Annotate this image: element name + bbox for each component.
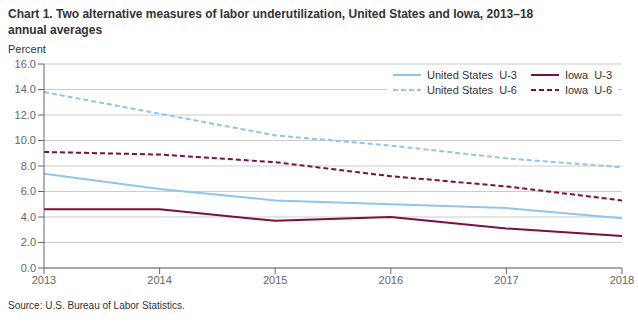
html-text:United States U-6: United States U-6 [427, 84, 517, 96]
svg-text:16.0: 16.0 [15, 58, 36, 70]
html-text:Chart 1. Two alternative measu: Chart 1. Two alternative measures of lab… [8, 7, 534, 21]
svg-text:6.0: 6.0 [21, 185, 36, 197]
svg-text:2015: 2015 [263, 274, 287, 286]
svg-text:10.0: 10.0 [15, 134, 36, 146]
svg-text:8.0: 8.0 [21, 160, 36, 172]
html-text:annual averages: annual averages [8, 23, 103, 37]
svg-text:12.0: 12.0 [15, 109, 36, 121]
html-text:Source: U.S. Bureau of Labor S: Source: U.S. Bureau of Labor Statistics. [8, 300, 185, 311]
svg-text:2.0: 2.0 [21, 236, 36, 248]
svg-text:2013: 2013 [32, 274, 56, 286]
html-text:United States U-3: United States U-3 [427, 69, 517, 81]
html-text:Percent: Percent [8, 43, 46, 55]
svg-text:2016: 2016 [379, 274, 403, 286]
html-text:Iowa U-3: Iowa U-3 [564, 69, 612, 81]
svg-text:4.0: 4.0 [21, 211, 36, 223]
svg-text:2014: 2014 [147, 274, 171, 286]
html-text:Iowa U-6: Iowa U-6 [564, 84, 612, 96]
svg-text:0.0: 0.0 [21, 262, 36, 274]
svg-text:2017: 2017 [494, 274, 518, 286]
svg-text:2018: 2018 [610, 274, 630, 286]
svg-text:14.0: 14.0 [15, 83, 36, 95]
